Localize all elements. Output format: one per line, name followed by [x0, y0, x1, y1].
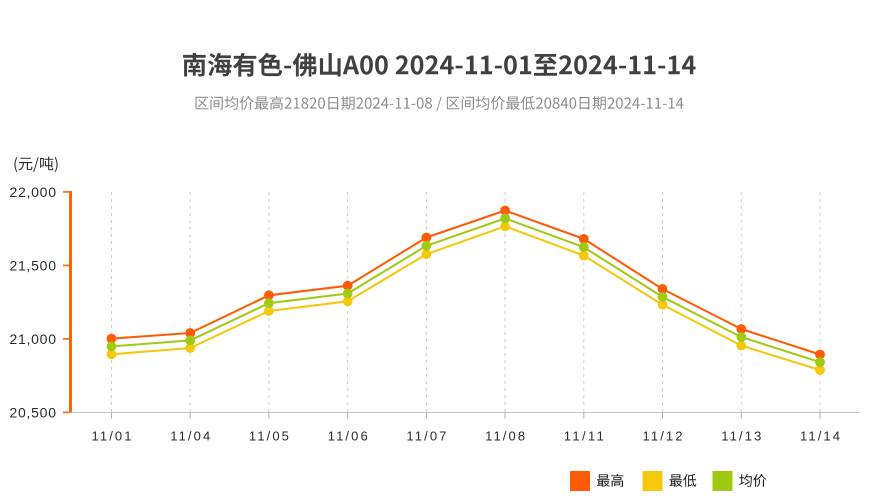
svg-text:11/06: 11/06 — [328, 429, 368, 444]
svg-text:20,500: 20,500 — [10, 404, 57, 420]
svg-text:11/04: 11/04 — [170, 429, 210, 444]
svg-text:11/11: 11/11 — [564, 429, 604, 444]
svg-text:11/07: 11/07 — [406, 429, 446, 444]
svg-text:21,000: 21,000 — [10, 331, 57, 347]
svg-text:11/05: 11/05 — [249, 429, 289, 444]
svg-text:22,000: 22,000 — [10, 184, 57, 200]
svg-text:11/08: 11/08 — [485, 429, 525, 444]
svg-text:11/01: 11/01 — [92, 429, 132, 444]
svg-text:11/14: 11/14 — [800, 429, 840, 444]
svg-text:21,500: 21,500 — [10, 257, 57, 273]
svg-text:11/12: 11/12 — [643, 429, 683, 444]
svg-text:11/13: 11/13 — [721, 429, 761, 444]
